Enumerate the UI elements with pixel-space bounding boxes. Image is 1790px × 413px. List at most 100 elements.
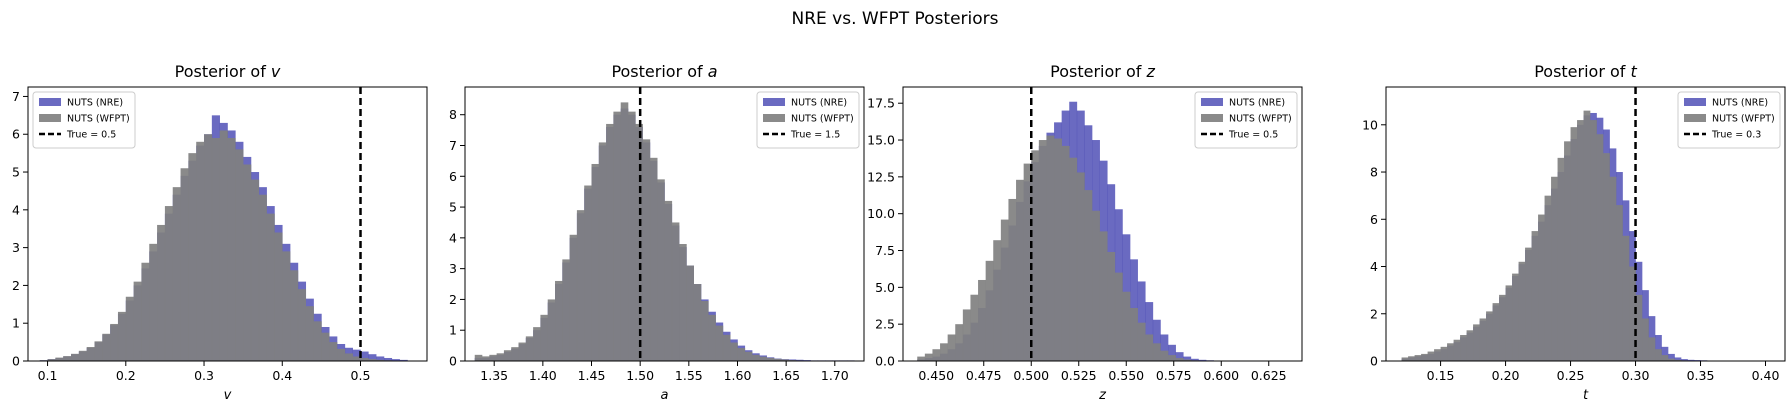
hist-bar-wfpt <box>773 358 782 361</box>
hist-bar-wfpt <box>781 359 789 361</box>
hist-bar-nre <box>1183 356 1192 361</box>
hist-bar-wfpt <box>606 123 614 361</box>
hist-bar-wfpt <box>978 279 986 361</box>
hist-bar-wfpt <box>759 356 767 361</box>
panel-a: Posterior of a 1.35 1.40 1.45 1.50 1.55 1.60 1.… <box>449 62 865 403</box>
hist-bar-wfpt <box>555 280 563 361</box>
hist-bar-wfpt <box>722 334 731 361</box>
hist-bar-wfpt <box>489 354 497 361</box>
hist-bar-wfpt <box>1092 210 1100 361</box>
panel-title: Posterior of v <box>175 62 281 81</box>
legend: NUTS (NRE) NUTS (WFPT) True = 0.3 <box>1677 91 1781 149</box>
hist-bar-wfpt <box>1401 357 1409 361</box>
hist-bar-wfpt <box>642 139 651 361</box>
x-tick-label: 0.30 <box>1622 368 1650 383</box>
hist-bar-nre <box>383 357 393 361</box>
y-tick-label: 10 <box>1362 117 1378 132</box>
legend-label: True = 0.5 <box>66 130 116 141</box>
legend: NUTS (NRE) NUTS (WFPT) True = 0.5 <box>1194 91 1298 149</box>
legend: NUTS (NRE) NUTS (WFPT) True = 0.5 <box>32 91 136 149</box>
legend-swatch-nre <box>763 98 785 106</box>
hist-bar-wfpt <box>1183 359 1192 361</box>
hist-bar-wfpt <box>1000 219 1009 361</box>
y-tick-label: 2 <box>1370 306 1378 321</box>
hist-bar-wfpt <box>1414 355 1422 361</box>
hist-bar-wfpt <box>511 347 519 361</box>
hist-bar-nre <box>1175 352 1184 361</box>
hist-bar-wfpt <box>1408 356 1415 361</box>
hist-bar-wfpt <box>1486 311 1493 361</box>
hist-bar-wfpt <box>63 356 72 361</box>
hist-bar-wfpt <box>1440 346 1448 361</box>
hist-bar-wfpt <box>235 149 244 361</box>
hist-bar-wfpt <box>1038 140 1047 361</box>
panel-title-param: t <box>1631 62 1638 81</box>
y-tick-label: 3 <box>12 240 20 255</box>
hist-bar-wfpt <box>321 332 330 361</box>
x-tick-label: 0.40 <box>1752 368 1780 383</box>
hist-bar-wfpt <box>1674 359 1682 361</box>
hist-bar-wfpt <box>970 294 979 361</box>
y-tick-label: 1 <box>12 316 20 331</box>
hist-bar-wfpt <box>744 351 753 361</box>
hist-bar-wfpt <box>329 342 338 361</box>
hist-bar-wfpt <box>157 224 166 361</box>
hist-bar-wfpt <box>525 336 534 361</box>
hist-bar-nre <box>1668 353 1675 361</box>
hist-bar-wfpt <box>117 311 127 361</box>
hist-bar-wfpt <box>274 232 283 361</box>
y-tick-label: 0 <box>1370 354 1378 369</box>
hist-bar-nre <box>1168 344 1176 361</box>
hist-bar-wfpt <box>664 200 673 361</box>
y-tick-label: 4 <box>1370 259 1378 274</box>
panel-v: Posterior of v 0.1 0.2 0.3 0.4 0.5 0 1 2 3 4 5 6 7 v NU… <box>12 62 428 403</box>
hist-bar-wfpt <box>1492 303 1500 361</box>
panel-title: Posterior of a <box>611 62 717 81</box>
hist-bar-wfpt <box>1069 157 1078 361</box>
hist-bar-wfpt <box>693 284 702 361</box>
hist-bar-wfpt <box>1512 273 1519 361</box>
hist-bar-wfpt <box>947 334 956 361</box>
hist-bar-wfpt <box>86 347 95 361</box>
hist-bar-wfpt <box>1107 251 1116 361</box>
y-tick-label: 2.5 <box>875 317 895 332</box>
hist-bar-wfpt <box>518 342 527 361</box>
hist-bar-wfpt <box>962 309 971 361</box>
hist-bar-wfpt <box>686 265 694 361</box>
x-axis-label: t <box>1583 388 1589 403</box>
hist-bar-wfpt <box>1137 322 1146 361</box>
hist-bar-wfpt <box>1609 176 1617 361</box>
hist-bar-wfpt <box>227 138 236 361</box>
panel-title-prefix: Posterior of <box>1050 62 1146 81</box>
hist-bar-wfpt <box>368 359 377 361</box>
hist-bar-wfpt <box>1099 231 1108 361</box>
hist-bar-wfpt <box>1525 247 1532 361</box>
legend-label: NUTS (WFPT) <box>1712 114 1775 125</box>
hist-bar-wfpt <box>110 323 119 361</box>
hist-bar-wfpt <box>985 260 994 361</box>
hist-bar-wfpt <box>1466 330 1474 361</box>
legend-label: NUTS (WFPT) <box>791 114 854 125</box>
hist-bar-nre <box>1674 357 1682 361</box>
y-tick-label: 3 <box>449 261 457 276</box>
hist-bar-wfpt <box>700 300 709 361</box>
hist-bar-wfpt <box>598 142 607 361</box>
hist-bar-wfpt <box>282 251 291 361</box>
y-tick-label: 2 <box>12 278 20 293</box>
y-tick-label: 7 <box>12 89 20 104</box>
hist-bar-wfpt <box>1635 294 1643 361</box>
hist-bar-nre <box>1152 319 1161 361</box>
hist-bar-wfpt <box>1046 135 1055 361</box>
legend-swatch-nre <box>1201 98 1223 106</box>
hist-bar-wfpt <box>1016 179 1024 361</box>
hist-bar-nre <box>1137 281 1146 361</box>
hist-bar-wfpt <box>1084 190 1093 361</box>
hist-bar-wfpt <box>1590 120 1597 361</box>
hist-bar-wfpt <box>1642 318 1649 361</box>
x-tick-label: 0.20 <box>1492 368 1520 383</box>
y-tick-label: 1 <box>449 323 457 338</box>
hist-bar-wfpt <box>1427 351 1435 361</box>
legend-swatch-wfpt <box>1201 114 1223 122</box>
y-tick-label: 5 <box>449 200 457 215</box>
